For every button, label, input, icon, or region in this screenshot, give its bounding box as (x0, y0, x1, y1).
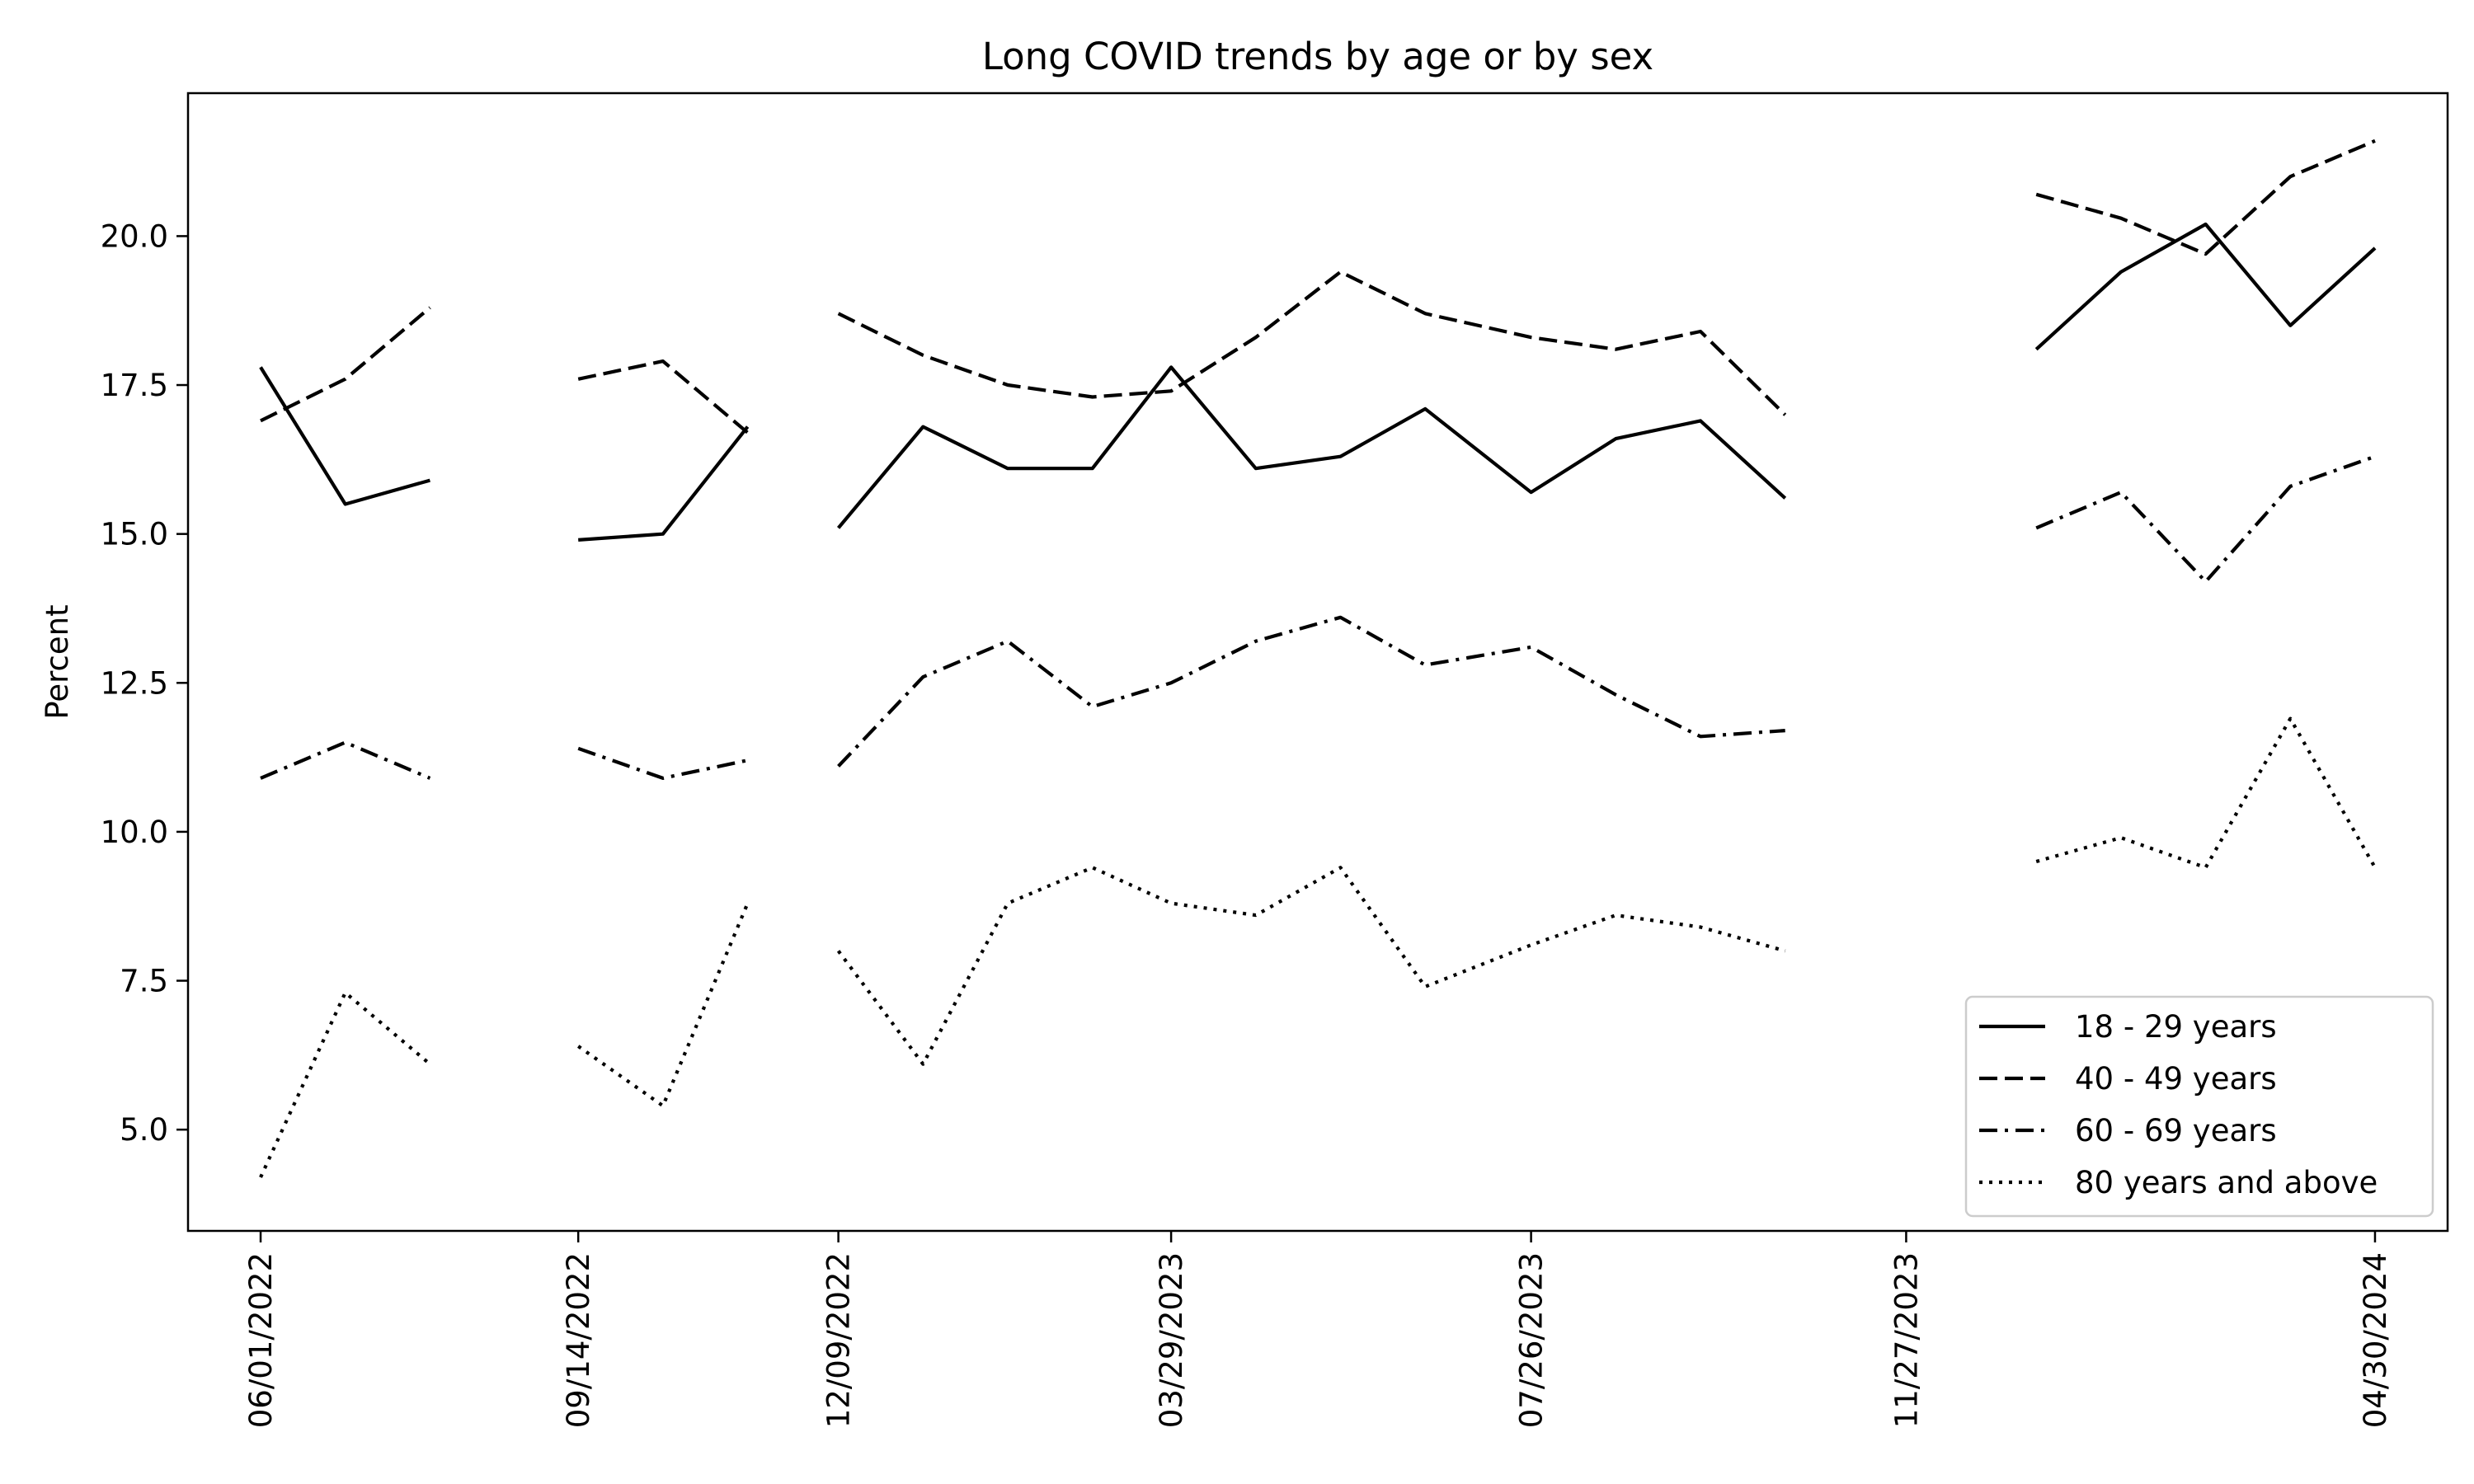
x-tick-label: 09/14/2022 (561, 1252, 596, 1428)
series-line-4-segment-1 (259, 990, 431, 1178)
y-axis: 5.0 7.5 10.0 12.5 15.0 17.5 20.0 (101, 218, 188, 1148)
x-tick-label: 03/29/2023 (1154, 1252, 1189, 1428)
series-line-4-segment-4 (2035, 716, 2377, 870)
legend-label: 60 - 69 years (2075, 1113, 2277, 1148)
plot-area-frame (186, 92, 2449, 1233)
series-lines (259, 139, 2377, 1178)
series-line-3-segment-2 (577, 746, 749, 780)
series-line-1-segment-4 (2034, 222, 2377, 351)
x-tick-label: 04/30/2024 (2358, 1252, 2393, 1428)
series-line-4-segment-3 (836, 866, 1786, 1066)
legend-box (1964, 995, 2434, 1218)
series-line-3-segment-1 (260, 740, 431, 780)
y-tick-label: 15.0 (101, 517, 168, 552)
x-tick-label: 11/27/2023 (1888, 1252, 1924, 1428)
legend-label: 40 - 49 years (2075, 1061, 2277, 1097)
legend-label: 80 years and above (2075, 1165, 2378, 1200)
series-line-2-segment-3 (837, 270, 1787, 416)
legend: 18 - 29 years 40 - 49 years 60 - 69 years 8… (1964, 995, 2434, 1218)
series-line-4-segment-2 (576, 902, 750, 1108)
x-tick-label: 07/26/2023 (1514, 1252, 1550, 1428)
x-axis: 06/01/2022 09/14/2022 12/09/2022 03/29/2023… (243, 1231, 2393, 1428)
y-tick-label: 17.5 (101, 368, 168, 403)
series-line-1-segment-3 (836, 365, 1787, 529)
series-line-2-segment-4 (2035, 139, 2376, 256)
x-tick-label: 12/09/2022 (821, 1252, 857, 1428)
y-axis-label: Percent (40, 604, 75, 719)
series-line-1-segment-1 (259, 366, 430, 506)
series-line-2-segment-2 (577, 359, 749, 434)
series-line-1-segment-2 (578, 425, 750, 542)
legend-label: 18 - 29 years (2075, 1009, 2277, 1045)
y-tick-label: 12.5 (101, 665, 168, 701)
y-tick-label: 5.0 (120, 1112, 168, 1148)
y-tick-label: 10.0 (101, 815, 168, 850)
x-tick-label: 06/01/2022 (243, 1252, 279, 1428)
series-line-3-segment-4 (2035, 454, 2376, 584)
chart-title: Long COVID trends by age or by sex (982, 35, 1653, 78)
series-line-2-segment-1 (260, 306, 431, 423)
y-tick-label: 20.0 (101, 218, 168, 254)
y-tick-label: 7.5 (120, 964, 168, 999)
